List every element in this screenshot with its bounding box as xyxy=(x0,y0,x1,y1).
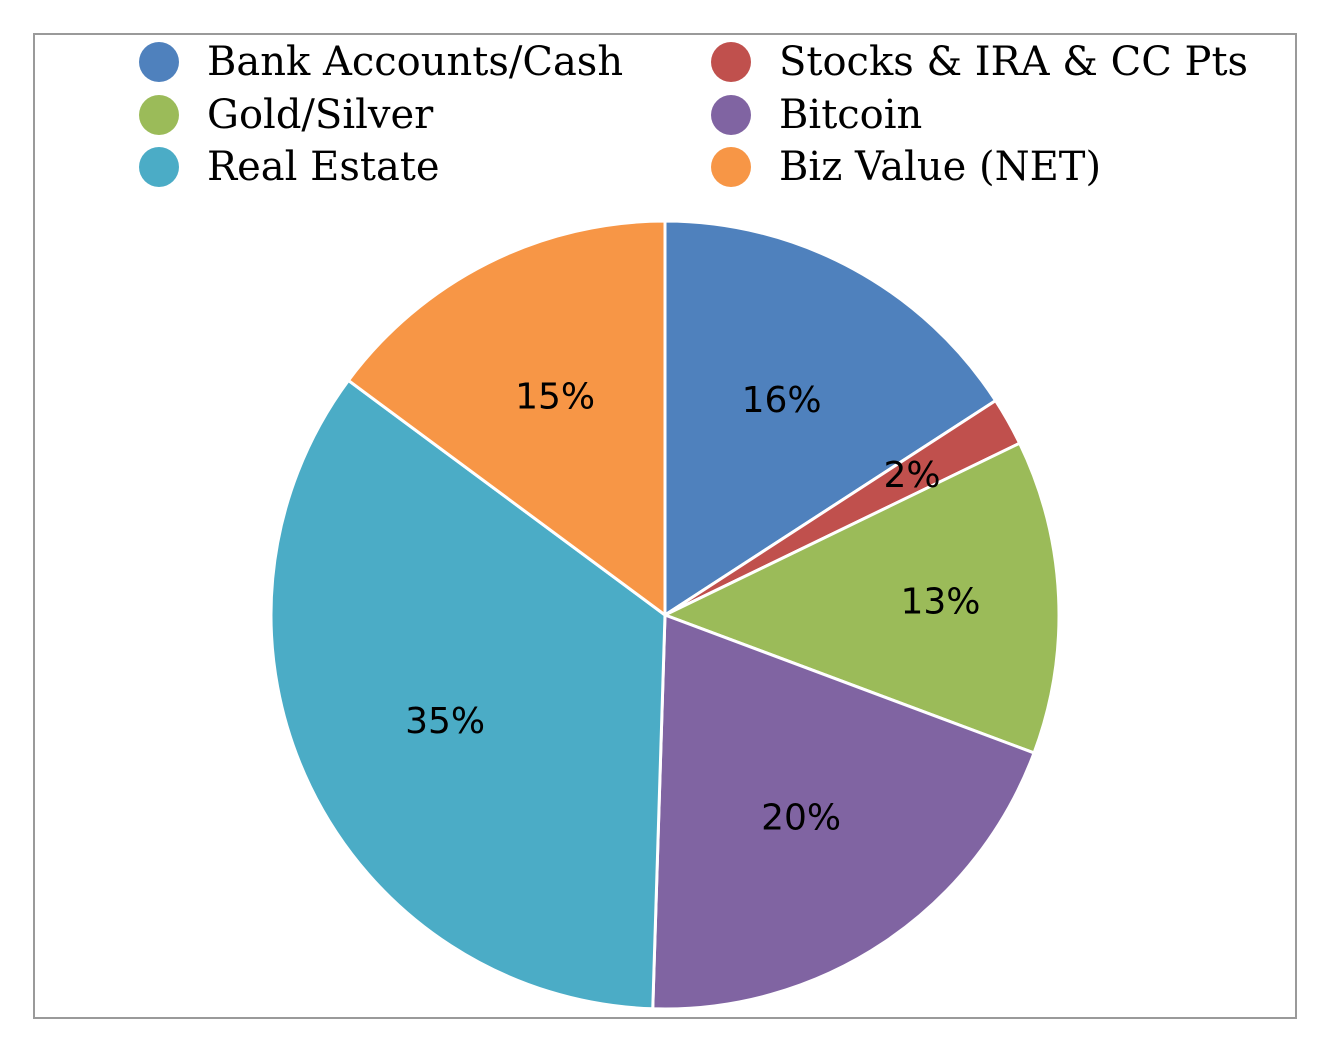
legend-marker-bank-accounts-cash xyxy=(139,42,179,82)
legend-marker-gold-silver xyxy=(139,95,179,135)
pie-value-label-bank-accounts-cash: 16% xyxy=(742,380,822,421)
legend-label-stocks-ira-cc-pts: Stocks & IRA & CC Pts xyxy=(779,39,1249,85)
pie-value-labels: 16% 2% 13% 20% 35% 15% xyxy=(405,376,980,838)
legend-label-bank-accounts-cash: Bank Accounts/Cash xyxy=(207,39,624,85)
legend-marker-stocks-ira-cc-pts xyxy=(711,42,751,82)
legend-marker-biz-value-net xyxy=(711,147,751,187)
chart-frame: Bank Accounts/Cash Stocks & IRA & CC Pts… xyxy=(33,33,1297,1019)
legend: Bank Accounts/Cash Stocks & IRA & CC Pts… xyxy=(35,35,1299,235)
pie-value-label-real-estate: 35% xyxy=(405,701,485,742)
legend-item-real-estate: Real Estate xyxy=(139,142,440,192)
pie-value-label-bitcoin: 20% xyxy=(761,797,841,838)
pie-value-label-stocks-ira-cc-pts: 2% xyxy=(884,455,941,496)
legend-item-biz-value-net: Biz Value (NET) xyxy=(711,142,1101,192)
legend-item-stocks-ira-cc-pts: Stocks & IRA & CC Pts xyxy=(711,37,1248,87)
legend-label-bitcoin: Bitcoin xyxy=(779,92,923,138)
pie-value-label-gold-silver: 13% xyxy=(900,582,980,623)
pie-slice-real-estate xyxy=(269,378,667,1011)
pie-slice-gold-silver xyxy=(663,441,1061,755)
legend-item-gold-silver: Gold/Silver xyxy=(139,90,433,140)
legend-label-gold-silver: Gold/Silver xyxy=(207,92,434,138)
legend-item-bitcoin: Bitcoin xyxy=(711,90,922,140)
pie-chart: 16% 2% 13% 20% 35% 15% xyxy=(269,219,1061,1011)
legend-label-real-estate: Real Estate xyxy=(207,144,440,190)
pie-value-label-biz-value-net: 15% xyxy=(515,376,595,417)
legend-marker-bitcoin xyxy=(711,95,751,135)
pie-slice-biz-value-net xyxy=(346,219,667,617)
pie-slices xyxy=(269,219,1061,1011)
pie-slice-bitcoin xyxy=(651,613,1036,1011)
legend-item-bank-accounts-cash: Bank Accounts/Cash xyxy=(139,37,623,87)
pie-slice-bank-accounts-cash xyxy=(663,219,998,617)
legend-marker-real-estate xyxy=(139,147,179,187)
legend-label-biz-value-net: Biz Value (NET) xyxy=(779,144,1102,190)
